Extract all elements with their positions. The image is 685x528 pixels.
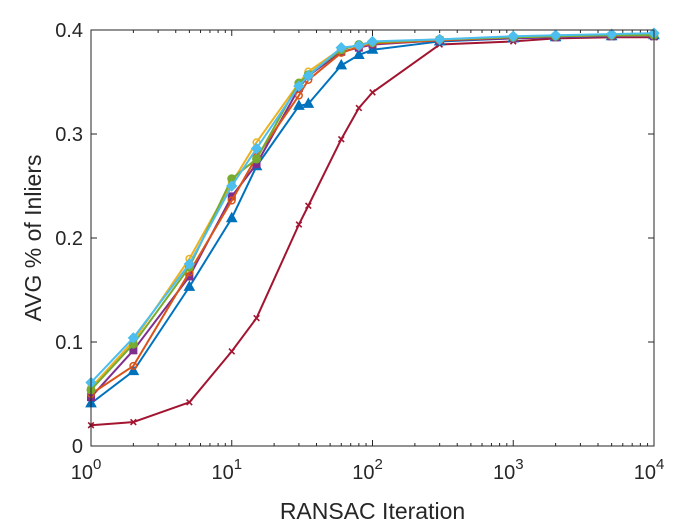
y-tick-label: 0.1 [55, 332, 83, 354]
x-tick-label: 104 [634, 456, 665, 484]
data-point [304, 202, 312, 210]
data-point [225, 211, 238, 223]
data-point [302, 70, 315, 82]
data-point [127, 364, 140, 376]
data-point [129, 361, 138, 370]
y-axis-tick-labels: 0 0.1 0.2 0.3 0.4 [55, 20, 83, 458]
data-point [226, 180, 238, 192]
data-point [337, 135, 345, 143]
data-point [127, 332, 140, 344]
x-tick-exponent: 1 [234, 456, 242, 473]
data-point [250, 142, 263, 155]
data-point [293, 99, 305, 110]
x-tick-base: 10 [71, 462, 93, 484]
data-point [183, 280, 196, 291]
x-tick-exponent: 2 [374, 456, 382, 473]
data-point [293, 80, 305, 92]
data-point [227, 196, 236, 205]
data-point [507, 30, 519, 42]
data-point [369, 89, 376, 96]
data-point [366, 43, 379, 54]
data-point [549, 29, 562, 41]
data-point [335, 41, 347, 54]
x-tick-exponent: 4 [656, 456, 664, 473]
x-tick-label: 101 [211, 456, 242, 484]
y-tick-label: 0 [72, 436, 83, 458]
y-tick-label: 0.3 [55, 124, 83, 146]
data-point [335, 58, 348, 70]
data-point [353, 39, 365, 52]
data-point [295, 221, 303, 228]
plot-frame [90, 29, 655, 447]
x-tick-exponent: 0 [93, 456, 101, 473]
x-tick-base: 10 [493, 462, 515, 484]
y-tick-label: 0.2 [55, 228, 83, 250]
data-point [605, 28, 618, 40]
x-tick-label: 103 [493, 456, 524, 484]
series-cyan-diamond [85, 27, 660, 389]
y-tick-label: 0.4 [55, 20, 83, 42]
plot-area [91, 30, 654, 446]
data-point [253, 314, 260, 322]
data-point [302, 97, 315, 108]
x-tick-label: 102 [352, 456, 383, 484]
data-point [183, 258, 196, 270]
data-point [353, 48, 365, 59]
x-tick-label: 100 [71, 456, 102, 484]
x-tick-exponent: 3 [515, 456, 523, 473]
data-point [294, 91, 303, 100]
x-tick-base: 10 [211, 462, 233, 484]
data-point [252, 154, 262, 164]
y-axis-title: AVG % of Inliers [20, 154, 46, 321]
x-axis-tick-labels: 100 101 102 103 104 [71, 456, 665, 484]
data-point [433, 33, 446, 46]
data-point [366, 35, 379, 48]
data-point [228, 347, 236, 355]
data-point [355, 104, 363, 112]
data-point [186, 398, 193, 406]
x-tick-base: 10 [352, 462, 374, 484]
x-tick-base: 10 [634, 462, 656, 484]
data-point [130, 418, 137, 426]
x-axis-title: RANSAC Iteration [280, 498, 465, 524]
